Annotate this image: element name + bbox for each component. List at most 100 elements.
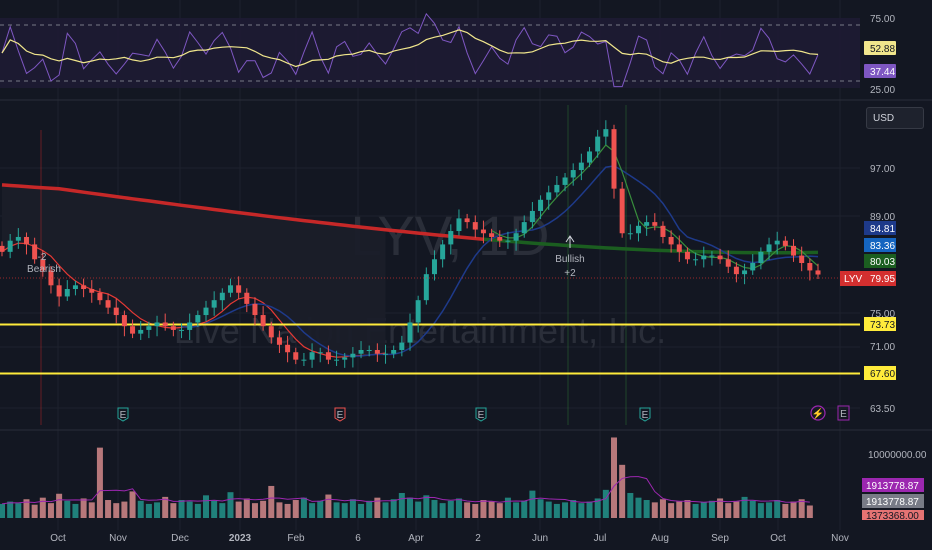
price-tick-71: 71.00	[870, 342, 895, 353]
volume-bar	[529, 490, 536, 518]
time-label-10: Aug	[651, 533, 669, 544]
volume-bar	[390, 499, 397, 518]
time-label-0: Oct	[50, 533, 66, 544]
candle-body	[64, 289, 70, 297]
volume-bar	[643, 500, 650, 518]
volume-bar	[39, 497, 46, 518]
time-label-8: Jun	[532, 533, 548, 544]
candle-body	[791, 245, 797, 256]
time-label-7: 2	[475, 533, 481, 544]
volume-bar	[684, 500, 691, 518]
svg-text:⚡: ⚡	[812, 407, 824, 420]
candle-body	[733, 266, 739, 275]
candle-body	[774, 240, 780, 245]
price-tick-75: 75.00	[870, 309, 895, 320]
candle-body	[750, 263, 756, 271]
time-label-9: Jul	[594, 533, 607, 544]
volume-bar	[708, 500, 715, 518]
volume-bar	[366, 500, 373, 518]
candle-body	[72, 285, 78, 290]
time-label-12: Oct	[770, 533, 786, 544]
last-price-badge	[840, 271, 896, 286]
rsi-value: 37.44	[870, 67, 895, 78]
candle-body	[187, 322, 193, 330]
currency-button[interactable]: USD	[866, 107, 924, 129]
time-label-2: Dec	[171, 533, 189, 544]
volume-bar	[741, 496, 748, 518]
candle-body	[130, 326, 136, 334]
volume-bar	[749, 500, 756, 518]
volume-bar	[602, 489, 609, 518]
candle-body	[276, 337, 282, 345]
volume-bar	[757, 503, 764, 518]
earnings-marker-4[interactable]: E	[639, 407, 651, 422]
volume-pane[interactable]: 10000000.00 1913778.87 1913778.87 137336…	[0, 437, 927, 522]
candle-body	[391, 350, 397, 354]
level-badge-lower	[864, 366, 896, 380]
candle-body	[684, 251, 690, 260]
volume-bar	[782, 503, 789, 518]
volume-bar	[121, 501, 128, 518]
ma-cloud	[2, 184, 386, 358]
volume-bar	[211, 500, 218, 518]
signal-bearish-value: -2	[38, 252, 47, 263]
volume-bar	[611, 437, 617, 518]
candle-body	[146, 326, 152, 330]
candle-body	[105, 300, 111, 308]
candle-body	[211, 300, 217, 308]
volume-bar	[154, 502, 161, 518]
candle-body	[366, 350, 372, 351]
candle-body	[627, 233, 633, 235]
price-pane[interactable]: -2 Bearish Bullish +2 97.00 89.00 75.00 …	[0, 105, 896, 425]
volume-bar	[170, 503, 177, 518]
volume-bar	[178, 500, 185, 518]
volume-bar	[88, 502, 95, 518]
volume-badge-last-value: 1373368.00	[866, 511, 919, 522]
rsi-ma-line	[1, 29, 819, 68]
level-badge-upper	[864, 317, 896, 331]
volume-badge-avg	[862, 494, 924, 508]
volume-bar	[537, 499, 544, 518]
earnings-marker-upcoming[interactable]: E	[837, 405, 850, 421]
volume-bar	[692, 503, 699, 518]
candle-body	[717, 255, 723, 260]
time-label-5: 6	[355, 533, 361, 544]
volume-bar	[774, 500, 781, 518]
candle-body	[342, 357, 348, 360]
earnings-marker-2[interactable]: E	[334, 407, 346, 422]
volume-bar	[268, 485, 275, 518]
candle-body	[611, 129, 617, 189]
price-badge-ema-mid	[864, 221, 896, 235]
volume-bar	[717, 498, 724, 518]
earnings-marker-3[interactable]: E	[475, 407, 487, 422]
volume-tick: 10000000.00	[868, 450, 927, 461]
volume-bar	[227, 492, 234, 518]
volume-bar	[23, 499, 30, 518]
candle-body	[807, 263, 813, 271]
volume-bar	[7, 501, 14, 518]
volume-bar	[733, 501, 740, 518]
rsi-pane[interactable]: 75.00 25.00 52.88 37.44	[0, 12, 896, 96]
split-marker-icon[interactable]: ⚡	[810, 405, 826, 421]
candle-body	[766, 244, 772, 252]
volume-bar	[488, 501, 495, 518]
candle-body	[644, 222, 650, 226]
candle-body	[782, 240, 788, 246]
volume-bar	[586, 501, 593, 518]
candle-body	[170, 326, 176, 330]
candle-body	[138, 329, 144, 334]
volume-bar	[431, 500, 438, 518]
candle-body	[162, 322, 168, 327]
candle-body	[423, 274, 429, 301]
time-label-6: Apr	[408, 533, 424, 544]
candle-body	[693, 259, 699, 261]
candle-body	[513, 233, 519, 241]
volume-bar	[480, 500, 487, 518]
candle-body	[252, 303, 258, 316]
candle-body	[440, 244, 446, 260]
earnings-marker-1[interactable]: E	[117, 407, 129, 422]
time-axis[interactable]: Oct Nov Dec 2023 Feb 6 Apr 2 Jun Jul Aug Sep Oct Nov	[50, 533, 849, 544]
volume-bar	[235, 501, 242, 518]
candle-body	[113, 307, 119, 316]
